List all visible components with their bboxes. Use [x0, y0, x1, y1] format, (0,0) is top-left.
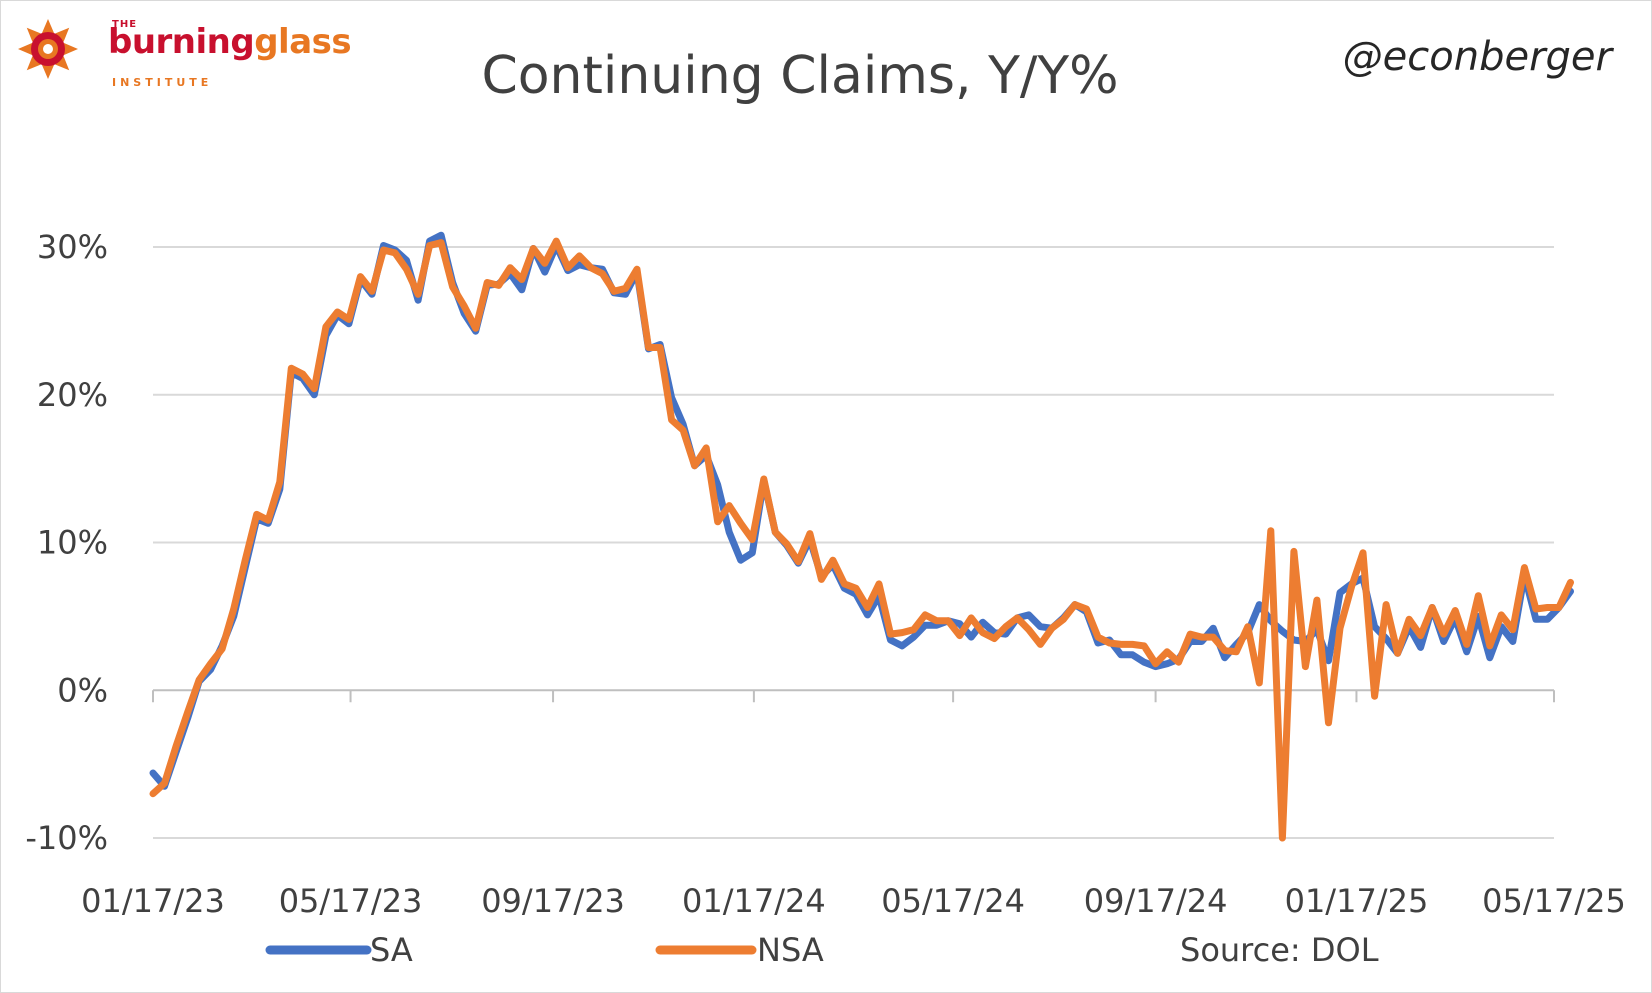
x-tick-label: 01/17/24 — [682, 882, 826, 920]
legend: SA NSA Source: DOL — [265, 931, 1379, 969]
x-tick-label: 09/17/24 — [1084, 882, 1228, 920]
chart-title: Continuing Claims, Y/Y% — [481, 46, 1119, 106]
sun-icon — [18, 19, 78, 79]
legend-label-nsa: NSA — [757, 931, 824, 969]
x-tick-label: 05/17/23 — [279, 882, 423, 920]
series-lines — [149, 231, 1574, 842]
author-handle: @econberger — [1342, 34, 1612, 80]
x-tick-label: 05/17/25 — [1482, 882, 1626, 920]
logo-wordmark: burningglass — [108, 22, 352, 62]
x-tick-label: 05/17/24 — [881, 882, 1025, 920]
series-line-nsa — [149, 237, 1574, 842]
logo-the: THE — [112, 19, 138, 30]
legend-label-sa: SA — [370, 931, 413, 969]
x-tick-label: 01/17/23 — [81, 882, 225, 920]
logo-word-glass: glass — [254, 22, 352, 62]
x-tick-label: 09/17/23 — [481, 882, 625, 920]
gridlines — [153, 246, 1554, 839]
logo-word-burning: burning — [108, 22, 255, 62]
series-line-sa — [149, 231, 1574, 790]
axes: 30% 20% 10% 0% -10% 01/17/23 05/17/23 09/17/23 0… — [25, 228, 1626, 920]
source-note: Source: DOL — [1180, 931, 1379, 969]
y-tick-label: 30% — [37, 228, 108, 266]
x-tick-label: 01/17/25 — [1285, 882, 1429, 920]
logo-institute: INSTITUTE — [112, 76, 213, 89]
burning-glass-logo: THE burningglass INSTITUTE — [16, 16, 376, 89]
y-tick-label: 0% — [57, 671, 108, 709]
y-tick-label: 10% — [37, 524, 108, 562]
y-tick-label: 20% — [37, 376, 108, 414]
y-tick-label: -10% — [25, 819, 108, 857]
